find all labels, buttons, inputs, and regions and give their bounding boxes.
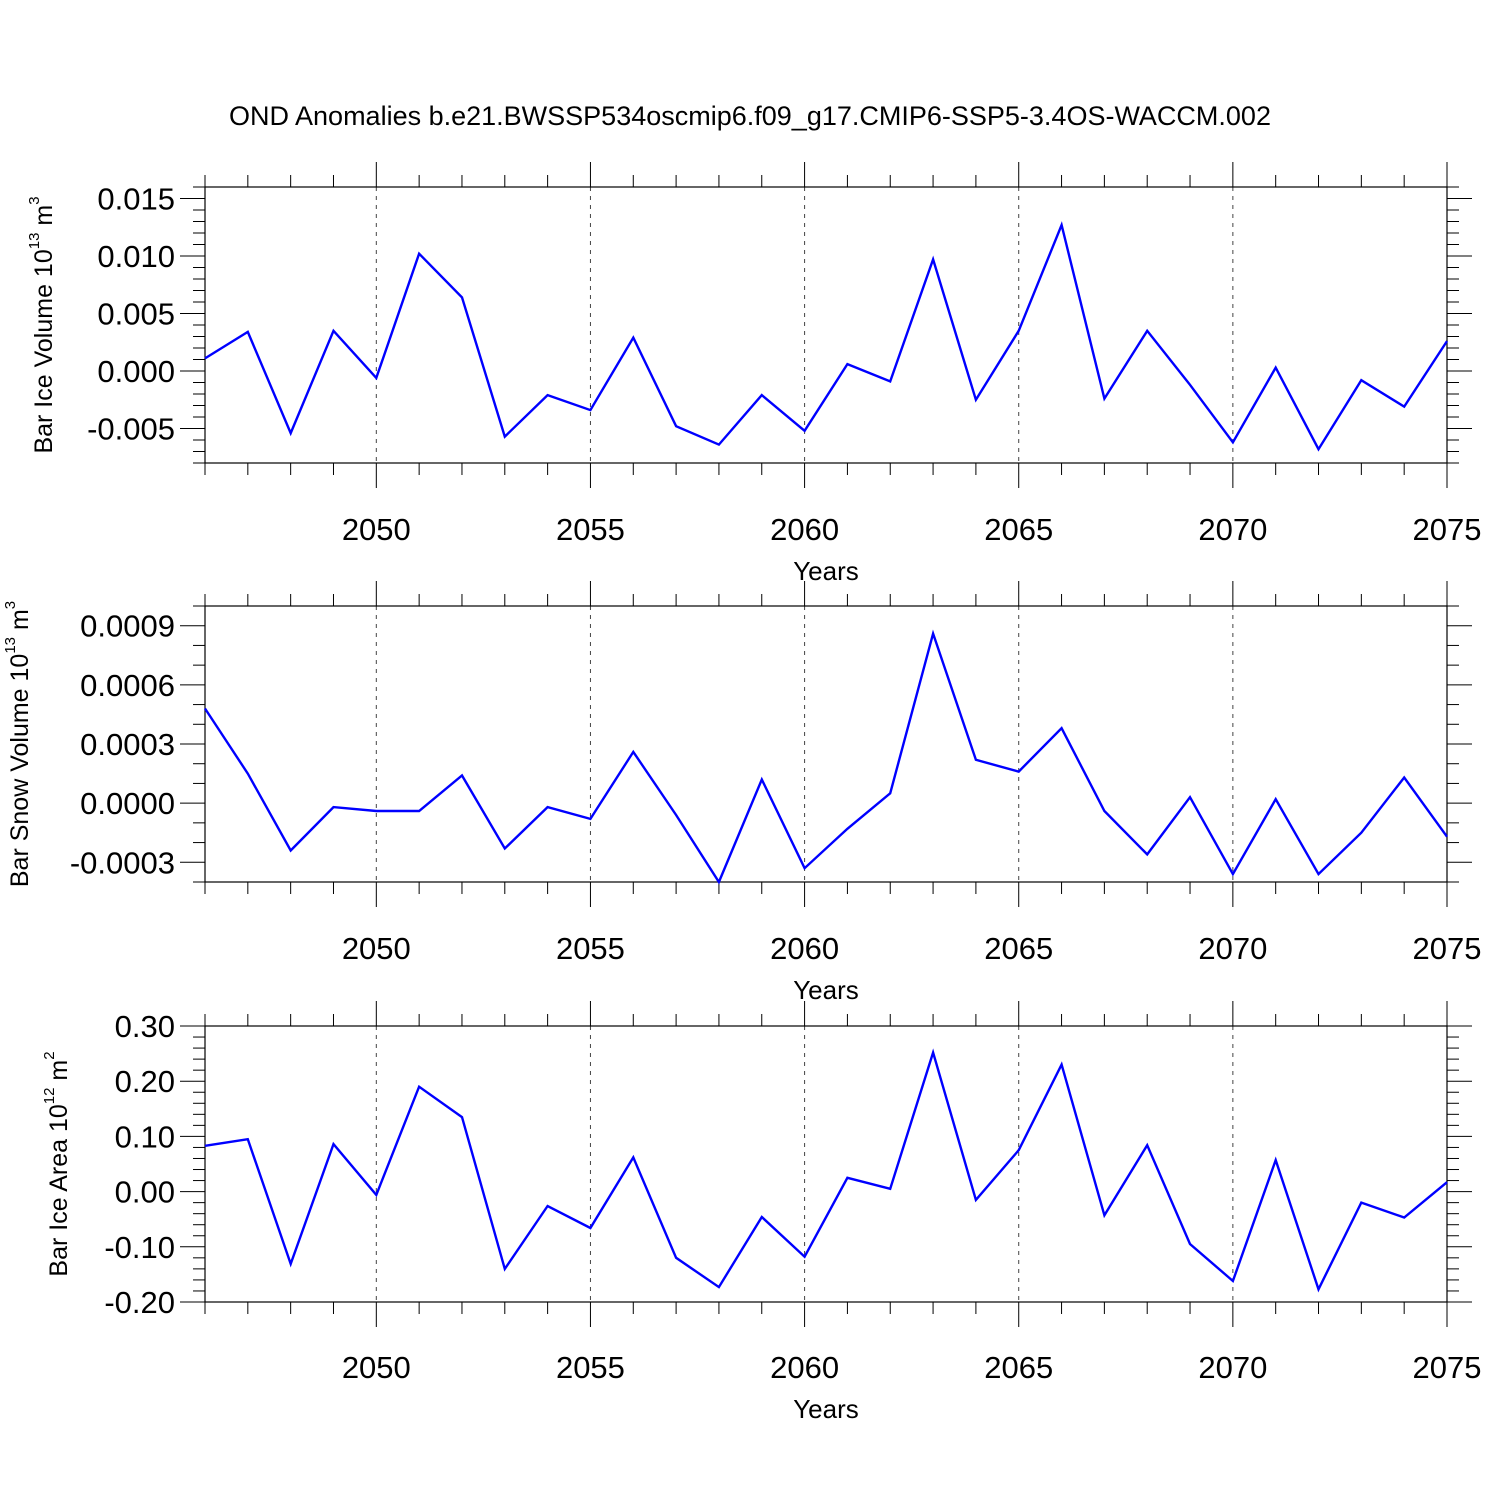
x-tick-label: 2060: [770, 512, 839, 547]
x-tick-label: 2055: [556, 512, 625, 547]
x-axis-title: Years: [793, 556, 859, 586]
y-tick-label: 0.010: [97, 239, 175, 274]
x-tick-label: 2050: [342, 512, 411, 547]
y-tick-label: 0.0006: [80, 668, 175, 703]
y-tick-label: 0.00: [115, 1175, 175, 1210]
x-tick-label: 2075: [1413, 931, 1482, 966]
y-axis-title-exponent: 12: [41, 1088, 58, 1105]
x-tick-label: 2050: [342, 931, 411, 966]
x-tick-label: 2060: [770, 931, 839, 966]
y-axis-title: Bar Ice Volume 1013 m3: [26, 196, 59, 453]
x-tick-label: 2070: [1198, 512, 1267, 547]
x-tick-label: 2065: [984, 512, 1053, 547]
y-tick-label: 0.20: [115, 1064, 175, 1099]
x-axis-title: Years: [793, 975, 859, 1005]
x-tick-label: 2055: [556, 1350, 625, 1385]
x-tick-label: 2075: [1413, 512, 1482, 547]
y-tick-label: 0.0009: [80, 609, 175, 644]
y-axis-title-exponent: 13: [26, 233, 43, 250]
y-axis-title-base: Bar Ice Area 10: [45, 1104, 73, 1276]
y-tick-label: 0.0000: [80, 786, 175, 821]
x-tick-label: 2070: [1198, 1350, 1267, 1385]
y-axis-title-base: Bar Snow Volume 10: [6, 654, 34, 887]
series-line: [204, 221, 1449, 452]
y-tick-label: -0.0003: [70, 845, 175, 880]
x-tick-label: 2065: [984, 1350, 1053, 1385]
y-axis-title: Bar Snow Volume 1013 m3: [2, 601, 35, 887]
x-tick-label: 2070: [1198, 931, 1267, 966]
plot-frame: [204, 605, 1448, 883]
x-tick-label: 2065: [984, 931, 1053, 966]
y-axis-title: Bar Ice Area 1012 m2: [41, 1051, 74, 1276]
series-line: [203, 629, 1448, 885]
y-tick-label: -0.005: [87, 412, 175, 447]
y-tick-label: 0.015: [97, 182, 175, 217]
y-axis-title-unit: m: [30, 205, 58, 233]
y-tick-label: -0.10: [104, 1230, 175, 1265]
plot-frame: [204, 186, 1448, 464]
series-line: [204, 1048, 1448, 1293]
x-tick-label: 2055: [556, 931, 625, 966]
x-tick-label: 2060: [770, 1350, 839, 1385]
y-tick-label: 0.30: [115, 1009, 175, 1044]
y-axis-title-unit-exponent: 2: [41, 1051, 58, 1059]
y-tick-label: 0.000: [97, 354, 175, 389]
plot-frame: [204, 1025, 1448, 1303]
figure-title: OND Anomalies b.e21.BWSSP534oscmip6.f09_…: [229, 101, 1271, 131]
chart-panel-3: 2050 2055 2060 2065 2070 2075 Years -0.20 -0.10 0…: [41, 1001, 1482, 1424]
x-axis-title: Years: [793, 1394, 859, 1424]
y-axis-title-exponent: 13: [2, 637, 19, 654]
x-tick-label: 2075: [1413, 1350, 1482, 1385]
chart-panel-2: 2050 2055 2060 2065 2070 2075 Years -0.0003 0.00…: [2, 581, 1482, 1005]
y-tick-label: 0.0003: [80, 727, 175, 762]
chart-panel-1: 2050 2055 2060 2065 2070 2075 Years -0.005 0.000…: [26, 162, 1482, 586]
y-tick-label: -0.20: [104, 1285, 175, 1320]
y-axis-title-unit-exponent: 3: [2, 601, 19, 609]
panels: 2050 2055 2060 2065 2070 2075Years-0.0050.000…: [2, 162, 1482, 1424]
y-axis-title-unit: m: [45, 1060, 73, 1088]
y-tick-label: 0.005: [97, 297, 175, 332]
y-axis-title-base: Bar Ice Volume 10: [30, 249, 58, 453]
y-tick-label: 0.10: [115, 1119, 175, 1154]
x-tick-label: 2050: [342, 1350, 411, 1385]
y-axis-title-unit: m: [6, 609, 34, 637]
y-axis-title-unit-exponent: 3: [26, 196, 43, 204]
